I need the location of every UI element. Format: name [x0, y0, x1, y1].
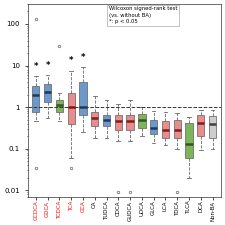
PathPatch shape [115, 115, 122, 130]
PathPatch shape [44, 84, 51, 102]
PathPatch shape [32, 86, 39, 112]
PathPatch shape [126, 115, 134, 130]
PathPatch shape [79, 82, 87, 115]
PathPatch shape [150, 120, 157, 134]
PathPatch shape [56, 100, 63, 112]
PathPatch shape [162, 122, 169, 138]
PathPatch shape [197, 115, 205, 136]
PathPatch shape [103, 115, 110, 126]
Text: *: * [45, 61, 50, 70]
PathPatch shape [91, 112, 98, 126]
PathPatch shape [173, 119, 181, 138]
Text: Wilcoxon signed-rank test
(vs. without BA)
*: p < 0.05: Wilcoxon signed-rank test (vs. without B… [109, 6, 177, 24]
PathPatch shape [138, 114, 146, 128]
PathPatch shape [185, 123, 193, 158]
Text: *: * [69, 56, 73, 65]
Text: *: * [34, 62, 38, 71]
PathPatch shape [68, 93, 75, 124]
PathPatch shape [209, 116, 216, 138]
Text: *: * [81, 53, 85, 62]
